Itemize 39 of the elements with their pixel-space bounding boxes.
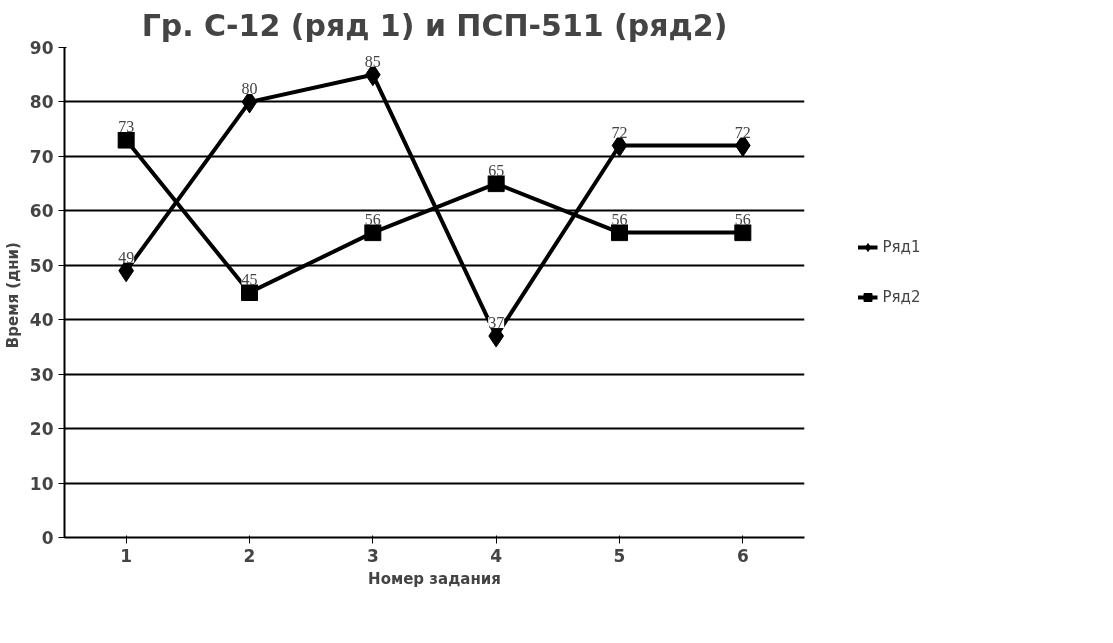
point bbox=[364, 224, 382, 242]
point bbox=[117, 131, 135, 149]
x-tick-label: 5 bbox=[613, 545, 626, 566]
data-label: 73 bbox=[118, 118, 135, 136]
y-axis-title: Время (дни) bbox=[3, 242, 22, 349]
point bbox=[734, 224, 752, 242]
x-tick-label: 4 bbox=[490, 545, 503, 566]
y-tick-label: 10 bbox=[29, 473, 54, 494]
data-label: 45 bbox=[241, 270, 258, 288]
x-tick-label: 1 bbox=[120, 545, 133, 566]
data-label: 56 bbox=[364, 210, 381, 228]
y-tick-label: 30 bbox=[29, 364, 54, 385]
legend-label: Ряд2 bbox=[882, 288, 921, 306]
x-tick-label: 2 bbox=[243, 545, 256, 566]
y-tick-label: 80 bbox=[29, 92, 54, 113]
data-label: 49 bbox=[118, 248, 135, 266]
y-tick-label: 60 bbox=[29, 201, 54, 222]
data-label: 72 bbox=[734, 123, 751, 141]
data-label: 65 bbox=[488, 161, 505, 179]
point bbox=[241, 284, 258, 301]
data-label: 56 bbox=[734, 210, 751, 228]
y-tick-label: 70 bbox=[29, 146, 54, 167]
legend-label: Ряд1 bbox=[882, 238, 921, 256]
point bbox=[611, 224, 628, 242]
y-tick-label: 90 bbox=[29, 38, 54, 58]
data-label: 85 bbox=[364, 52, 381, 70]
y-tick-label: 50 bbox=[29, 255, 54, 276]
x-axis-title: Номер задания bbox=[368, 569, 501, 588]
data-label: 37 bbox=[488, 314, 505, 332]
data-label: 56 bbox=[611, 210, 628, 228]
y-tick-label: 0 bbox=[41, 528, 54, 548]
y-tick-label: 20 bbox=[29, 419, 54, 440]
data-label: 72 bbox=[611, 123, 628, 141]
x-tick-label: 3 bbox=[366, 545, 379, 566]
data-label: 80 bbox=[241, 79, 258, 97]
y-tick-label: 40 bbox=[29, 310, 54, 331]
point bbox=[487, 175, 505, 193]
chart-title: Гр. С-12 (ряд 1) и ПСП-511 (ряд2) bbox=[141, 7, 728, 43]
x-tick-label: 6 bbox=[736, 545, 749, 566]
